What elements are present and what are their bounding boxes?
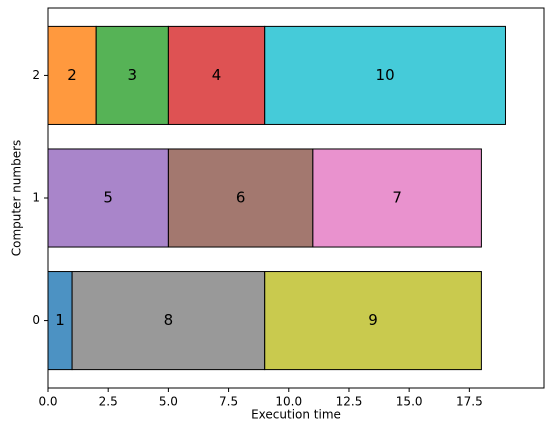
y-tick-label: 1 <box>32 191 40 205</box>
x-tick-label: 17.5 <box>456 395 483 409</box>
segment-label: 8 <box>164 311 174 329</box>
bar-segment <box>264 25 506 125</box>
x-tick-label: 12.5 <box>336 395 363 409</box>
segment-label: 1 <box>55 311 65 329</box>
y-tick-label: 0 <box>32 313 40 327</box>
segment-label: 2 <box>67 66 77 84</box>
x-tick-label: 5.0 <box>159 395 178 409</box>
segment-label: 3 <box>127 66 137 84</box>
x-tick-label: 7.5 <box>219 395 238 409</box>
segment-label: 9 <box>368 311 378 329</box>
y-tick-label: 2 <box>32 68 40 82</box>
bar-segment <box>47 148 169 248</box>
bar-segment <box>71 271 266 371</box>
segment-label: 5 <box>103 189 113 207</box>
bar-segment <box>47 25 97 125</box>
segment-label: 7 <box>392 189 402 207</box>
segment-label: 10 <box>376 66 395 84</box>
segment-label: 6 <box>236 189 246 207</box>
bar-segment <box>264 271 482 371</box>
segment-label: 4 <box>212 66 222 84</box>
x-tick-label: 2.5 <box>99 395 118 409</box>
x-tick-label: 10.0 <box>275 395 302 409</box>
bar-segment <box>167 25 266 125</box>
x-tick-label: 0.0 <box>38 395 57 409</box>
x-tick-label: 15.0 <box>396 395 423 409</box>
x-axis-label: Execution time <box>251 408 341 422</box>
bar-segment <box>312 148 482 248</box>
bar-segment <box>95 25 169 125</box>
y-axis-label: Computer numbers <box>10 140 24 257</box>
plot-frame <box>47 7 545 389</box>
